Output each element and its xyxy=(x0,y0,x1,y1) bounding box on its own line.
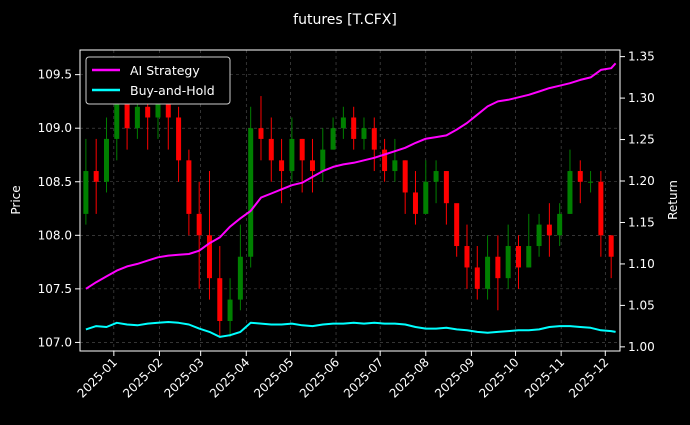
candle-body xyxy=(155,96,161,118)
candle-body xyxy=(227,299,233,322)
y-axis-label: Price xyxy=(9,185,23,214)
candle-body xyxy=(103,138,109,182)
candle-body xyxy=(577,171,583,182)
series-line-buy-and-hold xyxy=(85,321,616,338)
plot-frame xyxy=(79,49,621,352)
y2-tick-label: 1.05 xyxy=(628,298,655,312)
candle-body xyxy=(186,160,192,214)
candle-body xyxy=(423,181,429,214)
candle-body xyxy=(330,128,336,150)
series-lines xyxy=(85,62,617,338)
y2-tick-label: 1.20 xyxy=(628,174,655,188)
y-tick-label: 107.5 xyxy=(38,282,72,296)
y2-tick-label: 1.15 xyxy=(628,215,655,229)
candle-body xyxy=(114,96,120,139)
y2-tick-label: 1.10 xyxy=(628,257,655,271)
candles xyxy=(83,74,614,338)
candle-body xyxy=(309,160,315,172)
candle-body xyxy=(176,117,182,161)
candle-body xyxy=(248,128,254,257)
grid xyxy=(80,50,620,351)
candle-body xyxy=(474,267,480,289)
candle-body xyxy=(93,171,99,182)
candle-body xyxy=(382,149,388,172)
candle-body xyxy=(196,213,202,236)
candle-body xyxy=(588,181,594,183)
y-tick-label: 107.0 xyxy=(38,335,72,349)
candle-body xyxy=(412,192,418,214)
candle-body xyxy=(165,96,171,118)
y2-axis-label: Return xyxy=(666,180,680,220)
candle-body xyxy=(392,160,398,172)
y2-tick-label: 1.30 xyxy=(628,91,655,105)
candle-body xyxy=(485,256,491,289)
candle-body xyxy=(536,224,542,247)
candle-body xyxy=(546,224,552,236)
y-tick-label: 108.5 xyxy=(38,175,72,189)
candle-body xyxy=(351,117,357,139)
candle-body xyxy=(299,138,305,161)
candle-body xyxy=(289,138,295,172)
y2-tick-label: 1.00 xyxy=(628,340,655,354)
candle-body xyxy=(608,235,614,257)
legend-label-strategy: AI Strategy xyxy=(130,63,200,78)
chart-title: futures [T.CFX] xyxy=(293,12,397,28)
candle-body xyxy=(361,128,367,139)
y-tick-label: 108.0 xyxy=(38,228,72,242)
candle-body xyxy=(557,213,563,236)
candle-body xyxy=(340,117,346,129)
candle-body xyxy=(598,181,604,236)
candle-body xyxy=(217,278,223,322)
candle-body xyxy=(402,160,408,193)
y2-tick-label: 1.25 xyxy=(628,133,655,147)
candle-body xyxy=(454,203,460,247)
candle-body xyxy=(268,138,274,161)
candle-body xyxy=(237,256,243,300)
candle-body xyxy=(258,128,264,139)
candle-body xyxy=(124,96,130,129)
candle-body xyxy=(320,149,326,172)
candle-body xyxy=(279,160,285,172)
candle-body xyxy=(515,246,521,268)
legend: AI Strategy Buy-and-Hold xyxy=(85,56,231,105)
y2-tick-label: 1.35 xyxy=(628,50,655,64)
series-line-ai-strategy xyxy=(85,62,617,290)
candle-body xyxy=(371,128,377,150)
candle-body xyxy=(505,246,511,279)
candle-body xyxy=(495,256,501,279)
legend-box xyxy=(85,56,231,105)
candle-body xyxy=(567,171,573,214)
candle-body xyxy=(145,106,151,118)
candle-body xyxy=(464,246,470,268)
legend-label-buyhold: Buy-and-Hold xyxy=(130,83,215,98)
y-tick-label: 109.0 xyxy=(38,121,72,135)
candle-body xyxy=(443,171,449,204)
candle-body xyxy=(206,235,212,279)
y-tick-label: 109.5 xyxy=(38,68,72,82)
candle-body xyxy=(526,246,532,268)
candle-body xyxy=(134,106,140,129)
candle-body xyxy=(433,171,439,182)
candle-body xyxy=(83,171,89,214)
